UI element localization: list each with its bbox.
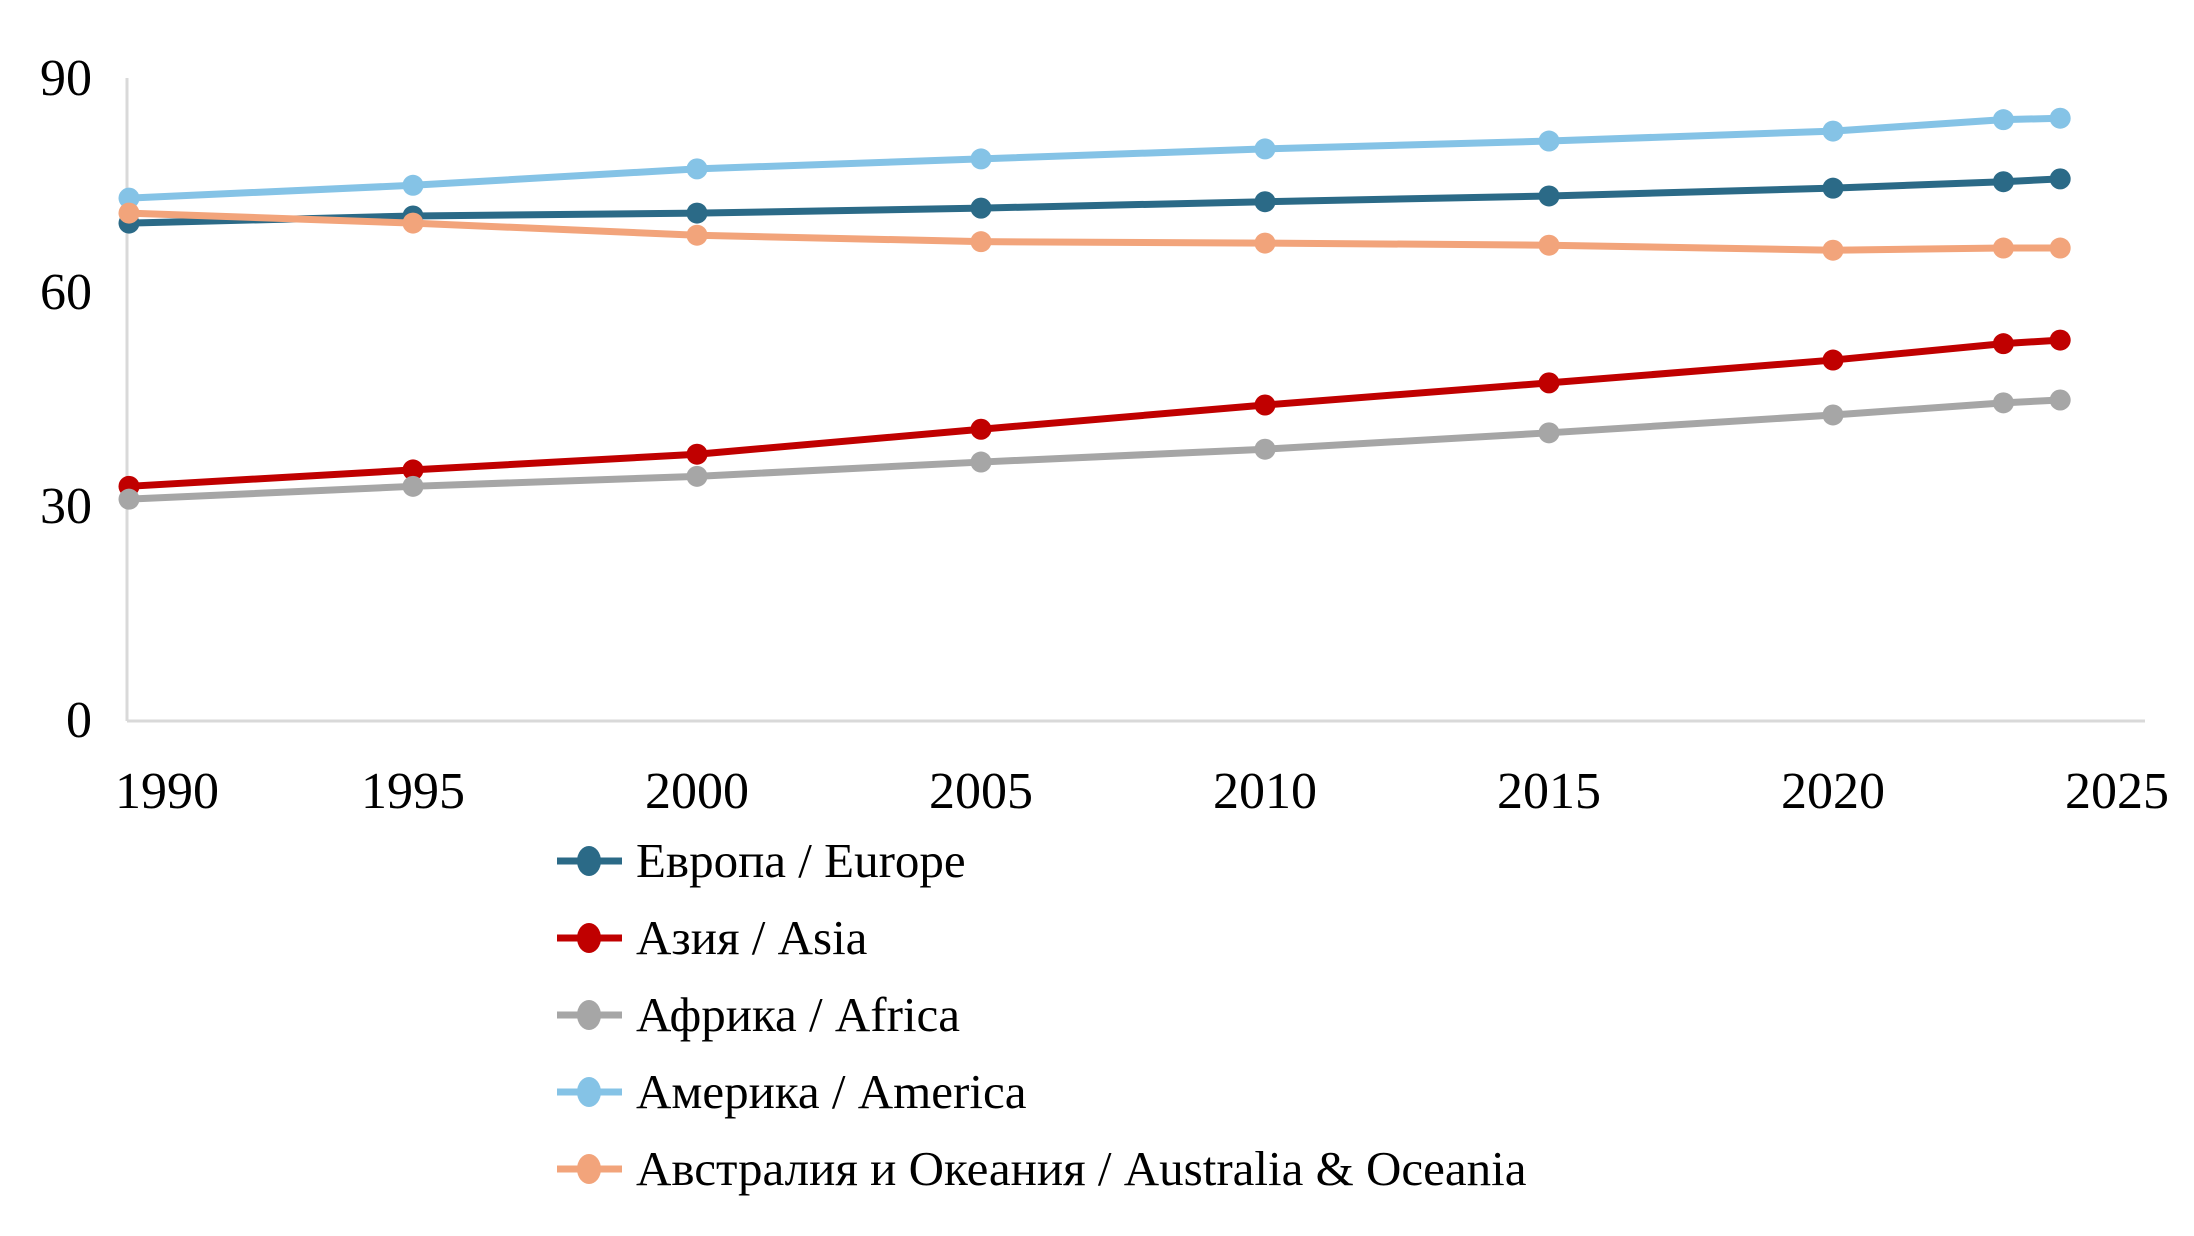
series-3-marker-2000 xyxy=(686,158,708,180)
y-tick-label-0: 0 xyxy=(66,692,92,749)
legend-label: Европа / Europe xyxy=(636,833,966,888)
series-0-marker-2015 xyxy=(1538,185,1560,207)
x-tick-label-2000: 2000 xyxy=(645,763,749,820)
series-3-marker-1990 xyxy=(118,187,140,209)
series-3-marker-2020 xyxy=(1822,120,1844,142)
series-2-marker-2005 xyxy=(970,451,992,473)
series-2-marker-1995 xyxy=(402,475,424,497)
legend-item-1: Азия / Asia xyxy=(556,899,1527,976)
series-2-marker-2010 xyxy=(1254,438,1276,460)
series-1-marker-2010 xyxy=(1254,394,1276,416)
legend-line-marker-icon xyxy=(557,1153,622,1184)
x-tick-label-2025: 2025 xyxy=(2065,763,2169,820)
legend-label: Африка / Africa xyxy=(636,987,961,1042)
series-0-marker-2024 xyxy=(2049,168,2071,190)
series-3-marker-2023 xyxy=(1992,109,2014,131)
series-2-marker-1990 xyxy=(118,488,140,510)
y-tick-label-90: 90 xyxy=(40,50,92,107)
series-0-marker-2000 xyxy=(686,202,708,224)
series-4-marker-2010 xyxy=(1254,232,1276,254)
series-3-marker-2015 xyxy=(1538,130,1560,152)
series-4-marker-2020 xyxy=(1822,239,1844,261)
series-2-marker-2020 xyxy=(1822,404,1844,426)
series-3-marker-2005 xyxy=(970,148,992,170)
series-4-marker-2015 xyxy=(1538,234,1560,256)
legend-line-marker-icon xyxy=(557,922,622,953)
series-0-marker-2023 xyxy=(1992,171,2014,193)
legend-label: Америка / America xyxy=(636,1064,1027,1119)
x-tick-label-2005: 2005 xyxy=(929,763,1033,820)
series-4-marker-2023 xyxy=(1992,237,2014,259)
series-4-marker-2000 xyxy=(686,224,708,246)
series-1-marker-2000 xyxy=(686,443,708,465)
series-2-marker-2000 xyxy=(686,465,708,487)
legend-item-2: Африка / Africa xyxy=(556,976,1527,1053)
x-tick-label-2010: 2010 xyxy=(1213,763,1317,820)
x-tick-label-1990: 1990 xyxy=(115,763,219,820)
series-3-marker-2024 xyxy=(2049,107,2071,129)
series-3-marker-2010 xyxy=(1254,138,1276,160)
series-2-marker-2024 xyxy=(2049,389,2071,411)
legend-line-marker-icon xyxy=(557,1076,622,1107)
legend-label: Азия / Asia xyxy=(636,910,868,965)
y-tick-label-30: 30 xyxy=(40,478,92,535)
series-2-marker-2023 xyxy=(1992,392,2014,414)
chart-legend: Европа / Europe Азия / Asia Африка / Afric… xyxy=(556,822,1527,1207)
series-4-marker-1995 xyxy=(402,212,424,234)
series-1-marker-2005 xyxy=(970,418,992,440)
series-1-marker-2020 xyxy=(1822,349,1844,371)
series-1-marker-2024 xyxy=(2049,329,2071,351)
legend-line-marker-icon xyxy=(557,999,622,1030)
legend-item-3: Америка / America xyxy=(556,1053,1527,1130)
legend-item-4: Австралия и Океания / Australia & Oceani… xyxy=(556,1130,1527,1207)
series-1-marker-2015 xyxy=(1538,372,1560,394)
x-tick-label-2015: 2015 xyxy=(1497,763,1601,820)
series-4-marker-2005 xyxy=(970,231,992,253)
series-1-marker-2023 xyxy=(1992,333,2014,355)
x-tick-label-2020: 2020 xyxy=(1781,763,1885,820)
x-tick-label-1995: 1995 xyxy=(361,763,465,820)
legend-label: Австралия и Океания / Australia & Oceani… xyxy=(636,1141,1527,1196)
legend-item-0: Европа / Europe xyxy=(556,822,1527,899)
y-tick-label-60: 60 xyxy=(40,264,92,321)
series-0-marker-2010 xyxy=(1254,191,1276,213)
series-0-marker-2020 xyxy=(1822,177,1844,199)
legend-line-marker-icon xyxy=(557,845,622,876)
series-3-marker-1995 xyxy=(402,174,424,196)
series-2-marker-2015 xyxy=(1538,422,1560,444)
series-0-marker-2005 xyxy=(970,197,992,219)
series-1-marker-1995 xyxy=(402,459,424,481)
series-4-marker-2024 xyxy=(2049,237,2071,259)
series-4-marker-1990 xyxy=(118,202,140,224)
